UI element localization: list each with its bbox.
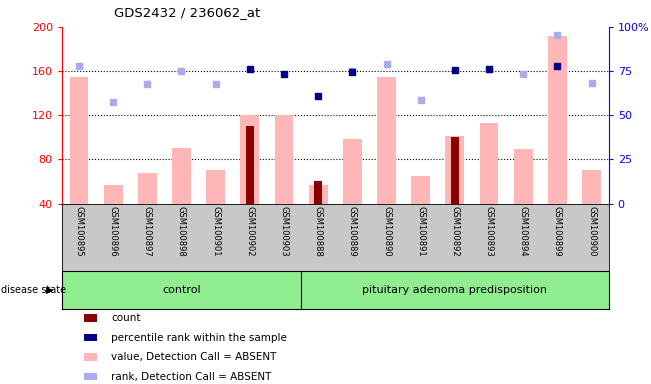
Text: GSM100899: GSM100899 <box>553 205 562 256</box>
Text: value, Detection Call = ABSENT: value, Detection Call = ABSENT <box>111 352 277 362</box>
Bar <box>84 373 98 380</box>
Bar <box>84 334 98 341</box>
Text: disease state: disease state <box>1 285 66 295</box>
Bar <box>104 185 122 204</box>
Text: GSM100892: GSM100892 <box>450 205 460 256</box>
Bar <box>84 314 98 322</box>
Text: GSM100891: GSM100891 <box>416 205 425 256</box>
Text: GSM100895: GSM100895 <box>74 205 83 256</box>
Bar <box>548 36 567 204</box>
Bar <box>206 170 225 204</box>
Bar <box>411 176 430 204</box>
Text: percentile rank within the sample: percentile rank within the sample <box>111 333 287 343</box>
Text: ▶: ▶ <box>46 285 54 295</box>
Text: GSM100897: GSM100897 <box>143 205 152 256</box>
Text: GSM100902: GSM100902 <box>245 205 255 256</box>
Bar <box>309 185 327 204</box>
Text: rank, Detection Call = ABSENT: rank, Detection Call = ABSENT <box>111 371 271 382</box>
Text: GSM100888: GSM100888 <box>314 205 323 257</box>
Bar <box>70 76 89 204</box>
Bar <box>377 76 396 204</box>
Bar <box>445 136 464 204</box>
Text: GSM100903: GSM100903 <box>279 205 288 256</box>
Text: control: control <box>162 285 201 295</box>
Bar <box>138 173 157 204</box>
Bar <box>314 182 322 204</box>
Text: GSM100894: GSM100894 <box>519 205 528 256</box>
Bar <box>480 123 499 204</box>
Bar <box>514 149 533 204</box>
Text: GSM100898: GSM100898 <box>177 205 186 256</box>
Text: GSM100900: GSM100900 <box>587 205 596 256</box>
Bar <box>240 115 259 204</box>
Bar <box>172 148 191 204</box>
Text: GSM100901: GSM100901 <box>211 205 220 256</box>
Bar <box>275 115 294 204</box>
Bar <box>582 170 601 204</box>
Bar <box>245 126 254 204</box>
Text: GSM100890: GSM100890 <box>382 205 391 256</box>
Text: GDS2432 / 236062_at: GDS2432 / 236062_at <box>114 6 260 19</box>
Text: count: count <box>111 313 141 323</box>
Text: GSM100889: GSM100889 <box>348 205 357 256</box>
Bar <box>84 353 98 361</box>
Bar <box>450 137 459 204</box>
Text: GSM100893: GSM100893 <box>484 205 493 256</box>
Text: GSM100896: GSM100896 <box>109 205 118 256</box>
Bar <box>343 139 362 204</box>
Text: pituitary adenoma predisposition: pituitary adenoma predisposition <box>363 285 547 295</box>
